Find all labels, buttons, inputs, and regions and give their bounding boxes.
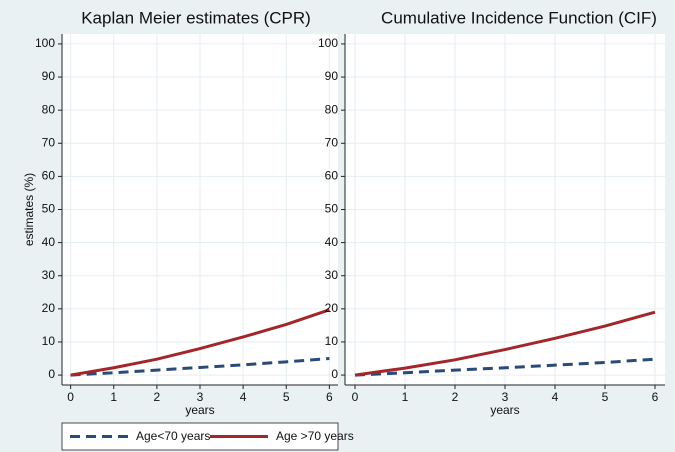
x-tick-label: 6: [652, 390, 659, 404]
x-tick-label: 0: [67, 390, 74, 404]
x-tick-label: 3: [502, 390, 509, 404]
x-tick-label: 1: [110, 390, 117, 404]
line-series: [354, 357, 656, 377]
line-series: [70, 357, 330, 377]
y-tick-label: 80: [42, 102, 56, 116]
x-tick-label: 2: [154, 390, 161, 404]
x-tick-label: 1: [402, 390, 409, 404]
y-tick-label: 60: [42, 169, 56, 183]
y-tick-label: 30: [42, 268, 56, 282]
x-tick-label: 5: [283, 390, 290, 404]
y-tick-label: 100: [318, 36, 338, 50]
x-tick-label: 6: [326, 390, 333, 404]
y-axis-label: estimates (%): [22, 173, 36, 246]
y-tick-label: 100: [35, 36, 55, 50]
y-tick-label: 10: [42, 334, 56, 348]
y-tick-label: 30: [325, 268, 339, 282]
legend-label: Age >70 years: [276, 429, 354, 443]
y-tick-label: 50: [42, 202, 56, 216]
x-axis-label: years: [490, 403, 519, 417]
line-series: [354, 310, 656, 377]
y-tick-label: 60: [325, 169, 339, 183]
chart-title: Cumulative Incidence Function (CIF): [381, 8, 657, 27]
x-tick-label: 0: [352, 390, 359, 404]
y-tick-label: 80: [325, 102, 339, 116]
chart-title: Kaplan Meier estimates (CPR): [81, 8, 311, 27]
line-series: [70, 308, 330, 377]
x-axis-label: years: [185, 403, 214, 417]
y-tick-label: 70: [42, 135, 56, 149]
y-tick-label: 90: [325, 69, 339, 83]
y-tick-label: 0: [48, 367, 55, 381]
y-tick-label: 50: [325, 202, 339, 216]
y-tick-label: 90: [42, 69, 56, 83]
y-tick-label: 40: [325, 235, 339, 249]
x-tick-label: 4: [552, 390, 559, 404]
y-tick-label: 20: [42, 301, 56, 315]
x-tick-label: 5: [602, 390, 609, 404]
y-tick-label: 40: [42, 235, 56, 249]
y-tick-label: 20: [325, 301, 339, 315]
y-tick-label: 10: [325, 334, 339, 348]
y-tick-label: 70: [325, 135, 339, 149]
x-tick-label: 3: [197, 390, 204, 404]
x-tick-label: 2: [452, 390, 459, 404]
y-tick-label: 0: [331, 367, 338, 381]
legend-label: Age<70 years: [136, 429, 210, 443]
x-tick-label: 4: [240, 390, 247, 404]
